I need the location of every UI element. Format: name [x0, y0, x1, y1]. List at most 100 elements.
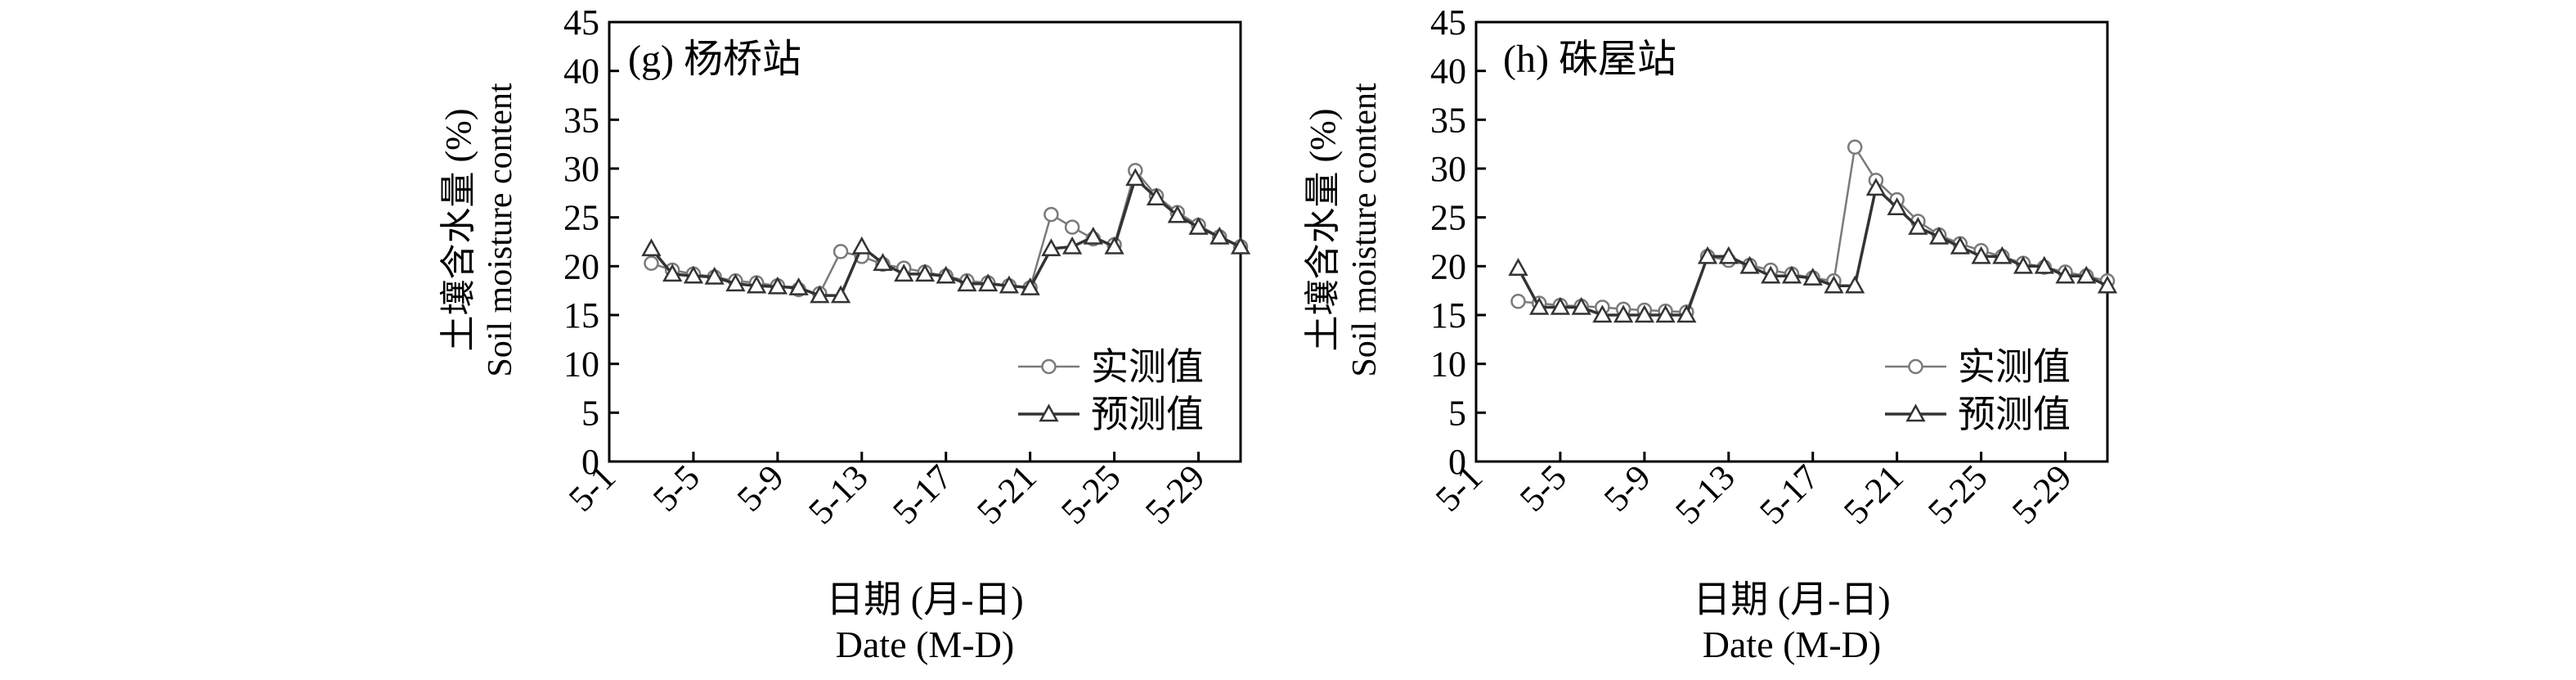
data-point-predicted: [641, 238, 662, 257]
data-point-predicted: [2013, 255, 2034, 274]
legend-marker-triangle: [1039, 403, 1059, 422]
x-tick-label: 5-5: [645, 457, 707, 519]
data-point-observed: [1847, 139, 1863, 155]
data-point-predicted: [1083, 226, 1103, 245]
x-axis-label-cn: 日期 (月-日): [1693, 579, 1890, 620]
data-point-predicted: [704, 266, 725, 285]
data-point-predicted: [851, 236, 872, 254]
x-tick-label: 5-13: [801, 457, 876, 532]
x-tick-label: 5-25: [1053, 457, 1129, 532]
y-tick-label: 0: [581, 442, 599, 482]
x-tick-label: 5-13: [1667, 457, 1743, 532]
data-point-predicted: [1761, 265, 1781, 284]
y-tick-label: 10: [563, 345, 599, 385]
panel-title: (h) 硃屋站: [1503, 38, 1676, 81]
data-point-predicted: [1781, 265, 1802, 284]
data-point-predicted: [788, 277, 809, 295]
panel-title: (g) 杨桥站: [628, 38, 801, 81]
y-tick-label: 25: [563, 198, 599, 238]
data-point-predicted: [1613, 304, 1634, 323]
data-point-observed: [644, 255, 659, 272]
data-point-observed: [1043, 206, 1059, 223]
data-point-predicted: [1929, 226, 1950, 245]
data-point-predicted: [1676, 304, 1697, 323]
x-axis-label-cn: 日期 (月-日): [826, 579, 1023, 620]
data-point-predicted: [957, 273, 977, 292]
data-point-predicted: [810, 285, 830, 304]
y-tick-label: 30: [563, 149, 599, 189]
data-point-predicted: [662, 263, 683, 282]
legend-label: 预测值: [1091, 394, 1204, 435]
x-tick-label: 5-25: [1920, 457, 1995, 532]
data-point-predicted: [873, 253, 893, 272]
data-point-predicted: [1824, 275, 1844, 294]
y-tick-label: 5: [1448, 393, 1466, 433]
y-tick-label: 45: [563, 2, 599, 43]
data-point-predicted: [1802, 268, 1823, 286]
data-point-predicted: [936, 265, 956, 284]
y-tick-label: 0: [1448, 442, 1466, 482]
y-tick-label: 20: [563, 246, 599, 286]
y-tick-label: 15: [1430, 295, 1466, 335]
x-axis-label-en: Date (M-D): [1703, 624, 1881, 665]
data-point-predicted: [2055, 265, 2076, 284]
x-tick-label: 5-21: [969, 457, 1044, 532]
x-tick-label: 5-9: [729, 457, 792, 519]
series-line-observed: [1518, 144, 2108, 313]
x-axis-label-en: Date (M-D): [836, 624, 1014, 665]
data-point-predicted: [978, 273, 999, 292]
x-tick-label: 5-5: [1512, 457, 1574, 519]
legend-label: 预测值: [1958, 394, 2071, 435]
y-tick-label: 40: [563, 52, 599, 92]
data-point-predicted: [683, 265, 704, 284]
data-point-predicted: [1845, 275, 1865, 294]
data-point-observed: [1064, 219, 1080, 235]
x-tick-label: 5-17: [1752, 457, 1827, 532]
data-point-predicted: [2076, 265, 2097, 284]
data-point-predicted: [1062, 236, 1083, 254]
data-point-predicted: [1104, 236, 1124, 254]
y-axis-label-cn: 土壤含水量 (%): [1303, 109, 1343, 352]
data-point-predicted: [1125, 168, 1146, 187]
data-point-observed: [832, 244, 849, 259]
y-tick-label: 15: [563, 295, 599, 335]
data-point-predicted: [1655, 304, 1676, 323]
data-point-predicted: [767, 276, 788, 295]
data-point-predicted: [1041, 238, 1061, 257]
legend-marker-circle: [1908, 358, 1923, 375]
data-point-predicted: [1592, 304, 1613, 323]
data-point-predicted: [1634, 304, 1654, 323]
y-tick-label: 25: [1430, 198, 1466, 238]
legend-marker-circle: [1041, 358, 1057, 375]
data-point-predicted: [1146, 187, 1167, 206]
legend-label: 实测值: [1958, 346, 2071, 388]
data-point-predicted: [914, 263, 936, 282]
data-point-predicted: [1020, 277, 1040, 295]
data-point-predicted: [1697, 245, 1718, 264]
y-tick-label: 20: [1430, 246, 1466, 286]
y-tick-label: 10: [1430, 345, 1466, 385]
data-point-predicted: [1887, 197, 1907, 215]
data-point-predicted: [1230, 236, 1251, 254]
data-point-predicted: [2097, 275, 2118, 294]
data-point-predicted: [747, 275, 767, 294]
x-tick-label: 5-21: [1836, 457, 1911, 532]
data-point-predicted: [1550, 296, 1571, 315]
y-tick-label: 35: [1430, 100, 1466, 140]
x-tick-label: 5-1: [561, 457, 623, 519]
y-axis-label-en: Soil moisture content: [482, 83, 519, 377]
y-tick-label: 45: [1430, 2, 1466, 43]
data-point-predicted: [999, 275, 1020, 294]
x-tick-label: 5-9: [1596, 457, 1658, 519]
data-point-predicted: [2034, 255, 2054, 274]
series-line-predicted: [1516, 185, 2108, 317]
data-point-predicted: [1971, 245, 1991, 264]
y-axis-label-en: Soil moisture content: [1346, 83, 1384, 377]
y-tick-label: 5: [581, 393, 599, 433]
y-axis-label-cn: 土壤含水量 (%): [438, 109, 478, 352]
data-point-predicted: [1718, 245, 1739, 264]
x-tick-label: 5-17: [885, 457, 960, 532]
data-point-predicted: [1908, 217, 1928, 235]
x-tick-label: 5-29: [1138, 457, 1213, 532]
y-tick-label: 35: [563, 100, 599, 140]
